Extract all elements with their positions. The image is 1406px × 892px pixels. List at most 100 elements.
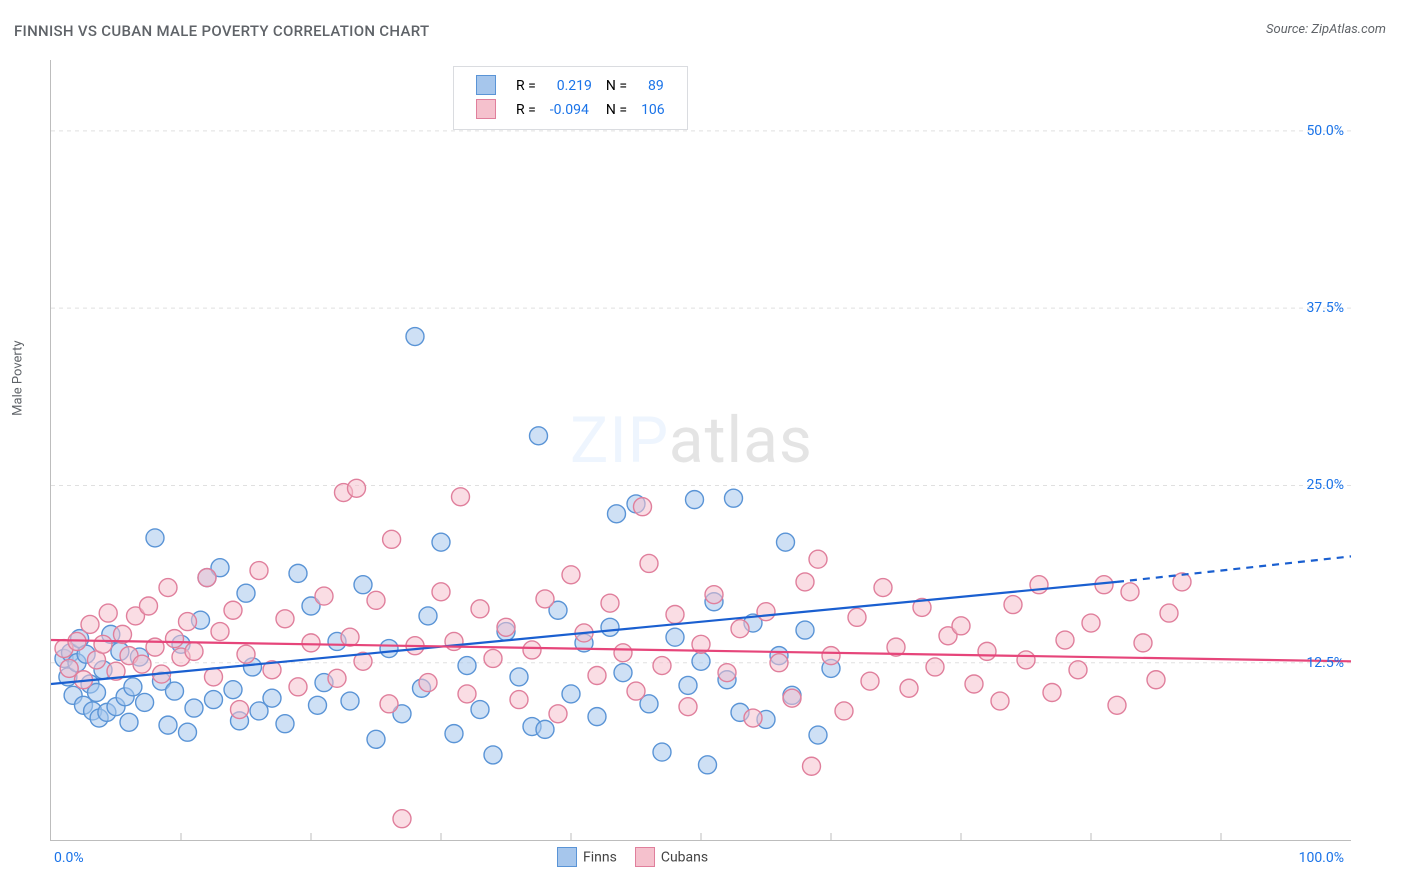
data-point bbox=[99, 604, 117, 622]
stats-row: R =-0.094N =106 bbox=[470, 99, 671, 121]
data-point bbox=[809, 726, 827, 744]
data-point bbox=[783, 689, 801, 707]
data-point bbox=[692, 652, 710, 670]
legend-label: Finns bbox=[583, 850, 617, 866]
data-point bbox=[179, 723, 197, 741]
data-point bbox=[627, 682, 645, 700]
data-point bbox=[237, 584, 255, 602]
data-point bbox=[185, 642, 203, 660]
data-point bbox=[146, 529, 164, 547]
data-point bbox=[205, 691, 223, 709]
data-point bbox=[1108, 696, 1126, 714]
data-point bbox=[140, 597, 158, 615]
data-point bbox=[705, 586, 723, 604]
legend-item: Finns bbox=[557, 848, 617, 868]
data-point bbox=[289, 678, 307, 696]
data-point bbox=[445, 725, 463, 743]
data-point bbox=[289, 564, 307, 582]
data-point bbox=[718, 664, 736, 682]
data-point bbox=[309, 696, 327, 714]
data-point bbox=[179, 613, 197, 631]
data-point bbox=[224, 681, 242, 699]
chart-title: FINNISH VS CUBAN MALE POVERTY CORRELATIO… bbox=[14, 22, 429, 40]
data-point bbox=[1069, 661, 1087, 679]
data-point bbox=[588, 708, 606, 726]
data-point bbox=[419, 674, 437, 692]
data-point bbox=[549, 705, 567, 723]
data-point bbox=[383, 530, 401, 548]
legend-item: Cubans bbox=[635, 848, 708, 868]
data-point bbox=[166, 682, 184, 700]
data-point bbox=[809, 550, 827, 568]
data-point bbox=[523, 641, 541, 659]
data-point bbox=[686, 491, 704, 509]
data-point bbox=[653, 657, 671, 675]
data-point bbox=[458, 657, 476, 675]
y-axis-label: Male Poverty bbox=[11, 340, 26, 415]
stats-swatch bbox=[476, 75, 496, 95]
chart-container: FINNISH VS CUBAN MALE POVERTY CORRELATIO… bbox=[0, 0, 1406, 892]
data-point bbox=[608, 505, 626, 523]
data-point bbox=[640, 554, 658, 572]
data-point bbox=[159, 716, 177, 734]
data-point bbox=[614, 644, 632, 662]
data-point bbox=[835, 702, 853, 720]
stats-swatch bbox=[476, 99, 496, 119]
data-point bbox=[796, 573, 814, 591]
data-point bbox=[757, 603, 775, 621]
stats-legend-box: R = 0.219N = 89R =-0.094N =106 bbox=[453, 66, 688, 130]
data-point bbox=[861, 672, 879, 690]
data-point bbox=[536, 720, 554, 738]
data-point bbox=[205, 668, 223, 686]
data-point bbox=[211, 623, 229, 641]
data-point bbox=[978, 642, 996, 660]
y-tick-label: 37.5% bbox=[1306, 300, 1344, 316]
data-point bbox=[81, 615, 99, 633]
data-point bbox=[159, 579, 177, 597]
data-point bbox=[588, 666, 606, 684]
data-point bbox=[536, 590, 554, 608]
data-point bbox=[380, 695, 398, 713]
data-point bbox=[699, 756, 717, 774]
data-point bbox=[1043, 684, 1061, 702]
data-point bbox=[94, 635, 112, 653]
data-point bbox=[471, 600, 489, 618]
x-min-label: 0.0% bbox=[54, 850, 84, 866]
data-point bbox=[302, 634, 320, 652]
data-point bbox=[231, 701, 249, 719]
data-point bbox=[1082, 614, 1100, 632]
data-point bbox=[796, 621, 814, 639]
data-point bbox=[198, 569, 216, 587]
data-point bbox=[328, 669, 346, 687]
legend-swatch bbox=[557, 847, 577, 867]
stats-row: R = 0.219N = 89 bbox=[470, 75, 671, 97]
data-point bbox=[848, 608, 866, 626]
y-tick-label: 50.0% bbox=[1306, 123, 1344, 139]
data-point bbox=[367, 591, 385, 609]
data-point bbox=[250, 562, 268, 580]
data-point bbox=[432, 533, 450, 551]
data-point bbox=[263, 689, 281, 707]
data-point bbox=[497, 618, 515, 636]
data-point bbox=[510, 668, 528, 686]
data-point bbox=[634, 498, 652, 516]
data-point bbox=[185, 699, 203, 717]
data-point bbox=[666, 628, 684, 646]
data-point bbox=[614, 664, 632, 682]
data-point bbox=[601, 618, 619, 636]
source-attribution: Source: ZipAtlas.com bbox=[1266, 22, 1386, 37]
data-point bbox=[803, 757, 821, 775]
data-point bbox=[562, 685, 580, 703]
data-point bbox=[770, 654, 788, 672]
data-point bbox=[725, 489, 743, 507]
data-point bbox=[367, 730, 385, 748]
data-point bbox=[419, 607, 437, 625]
data-point bbox=[136, 693, 154, 711]
data-point bbox=[1056, 631, 1074, 649]
data-point bbox=[744, 709, 762, 727]
x-max-label: 100.0% bbox=[1299, 850, 1344, 866]
data-point bbox=[458, 685, 476, 703]
data-point bbox=[991, 692, 1009, 710]
data-point bbox=[237, 645, 255, 663]
data-point bbox=[452, 488, 470, 506]
